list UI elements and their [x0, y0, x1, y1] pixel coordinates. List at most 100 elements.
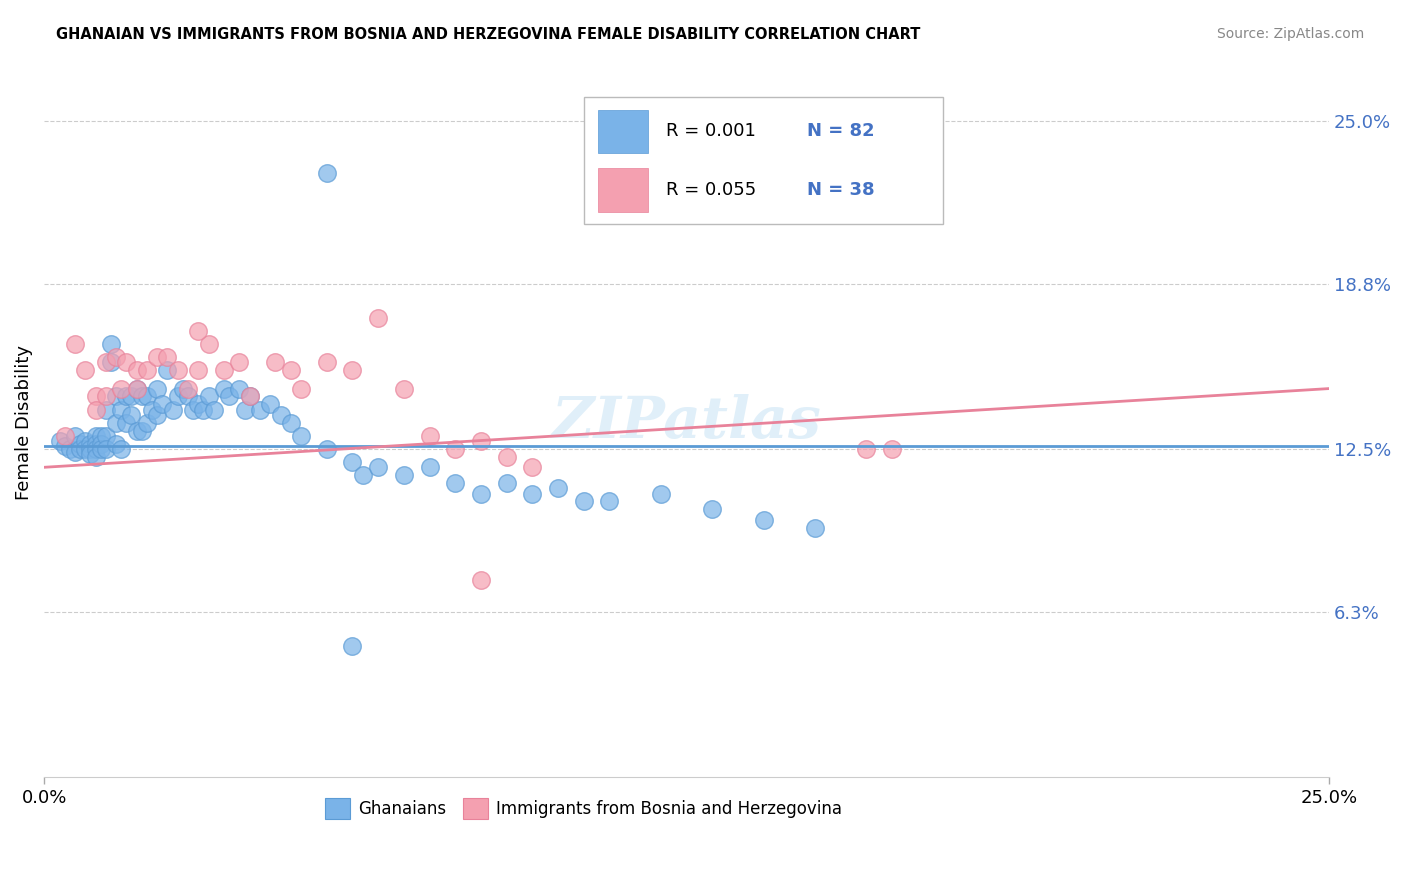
Point	[125, 382, 148, 396]
Point	[162, 402, 184, 417]
Point	[84, 436, 107, 450]
Point	[75, 434, 97, 448]
Point	[187, 363, 209, 377]
Point	[804, 521, 827, 535]
Text: Source: ZipAtlas.com: Source: ZipAtlas.com	[1216, 27, 1364, 41]
Point	[392, 382, 415, 396]
Point	[228, 382, 250, 396]
Point	[115, 416, 138, 430]
Point	[94, 429, 117, 443]
Text: ZIPatlas: ZIPatlas	[551, 394, 821, 451]
Point	[150, 397, 173, 411]
Point	[146, 350, 169, 364]
Point	[495, 476, 517, 491]
Legend: Ghanaians, Immigrants from Bosnia and Herzegovina: Ghanaians, Immigrants from Bosnia and He…	[318, 791, 849, 825]
Point	[367, 460, 389, 475]
Point	[84, 429, 107, 443]
Y-axis label: Female Disability: Female Disability	[15, 345, 32, 500]
Point	[79, 442, 101, 456]
Point	[141, 402, 163, 417]
Point	[495, 450, 517, 464]
Point	[392, 468, 415, 483]
Point	[572, 494, 595, 508]
Point	[444, 442, 467, 456]
Point	[598, 494, 620, 508]
Point	[135, 363, 157, 377]
Point	[84, 450, 107, 464]
Point	[105, 416, 128, 430]
Point	[75, 363, 97, 377]
Point	[290, 429, 312, 443]
Point	[650, 486, 672, 500]
Point	[110, 442, 132, 456]
Point	[125, 363, 148, 377]
Point	[156, 350, 179, 364]
Point	[855, 442, 877, 456]
Point	[290, 382, 312, 396]
Point	[115, 389, 138, 403]
Point	[79, 436, 101, 450]
Point	[315, 166, 337, 180]
Point	[197, 337, 219, 351]
Point	[181, 402, 204, 417]
Point	[212, 363, 235, 377]
Point	[419, 429, 441, 443]
Point	[146, 382, 169, 396]
Point	[228, 355, 250, 369]
Point	[135, 416, 157, 430]
Point	[100, 337, 122, 351]
Point	[125, 382, 148, 396]
Point	[63, 429, 86, 443]
Point	[202, 402, 225, 417]
Point	[110, 382, 132, 396]
Point	[172, 382, 194, 396]
Point	[193, 402, 215, 417]
Point	[752, 513, 775, 527]
Point	[197, 389, 219, 403]
Point	[367, 310, 389, 325]
Point	[315, 355, 337, 369]
Point	[131, 424, 153, 438]
Point	[105, 436, 128, 450]
Point	[233, 402, 256, 417]
Text: GHANAIAN VS IMMIGRANTS FROM BOSNIA AND HERZEGOVINA FEMALE DISABILITY CORRELATION: GHANAIAN VS IMMIGRANTS FROM BOSNIA AND H…	[56, 27, 921, 42]
Point	[53, 439, 76, 453]
Point	[63, 337, 86, 351]
Point	[470, 486, 492, 500]
Point	[522, 460, 544, 475]
Point	[94, 442, 117, 456]
Point	[90, 436, 112, 450]
Point	[547, 481, 569, 495]
Point	[84, 402, 107, 417]
Point	[264, 355, 287, 369]
Point	[105, 389, 128, 403]
Point	[125, 424, 148, 438]
Point	[100, 355, 122, 369]
Point	[315, 442, 337, 456]
Point	[121, 408, 143, 422]
Point	[94, 389, 117, 403]
Point	[177, 382, 200, 396]
Point	[166, 389, 188, 403]
Point	[342, 639, 364, 653]
Point	[84, 442, 107, 456]
Point	[249, 402, 271, 417]
Point	[342, 455, 364, 469]
Point	[131, 389, 153, 403]
Point	[75, 442, 97, 456]
Point	[444, 476, 467, 491]
Point	[105, 350, 128, 364]
Point	[110, 402, 132, 417]
Point	[239, 389, 262, 403]
Point	[187, 397, 209, 411]
Point	[115, 355, 138, 369]
Point	[121, 389, 143, 403]
Point	[280, 363, 302, 377]
Point	[90, 429, 112, 443]
Point	[79, 447, 101, 461]
Point	[94, 355, 117, 369]
Point	[156, 363, 179, 377]
Point	[187, 324, 209, 338]
Point	[212, 382, 235, 396]
Point	[166, 363, 188, 377]
